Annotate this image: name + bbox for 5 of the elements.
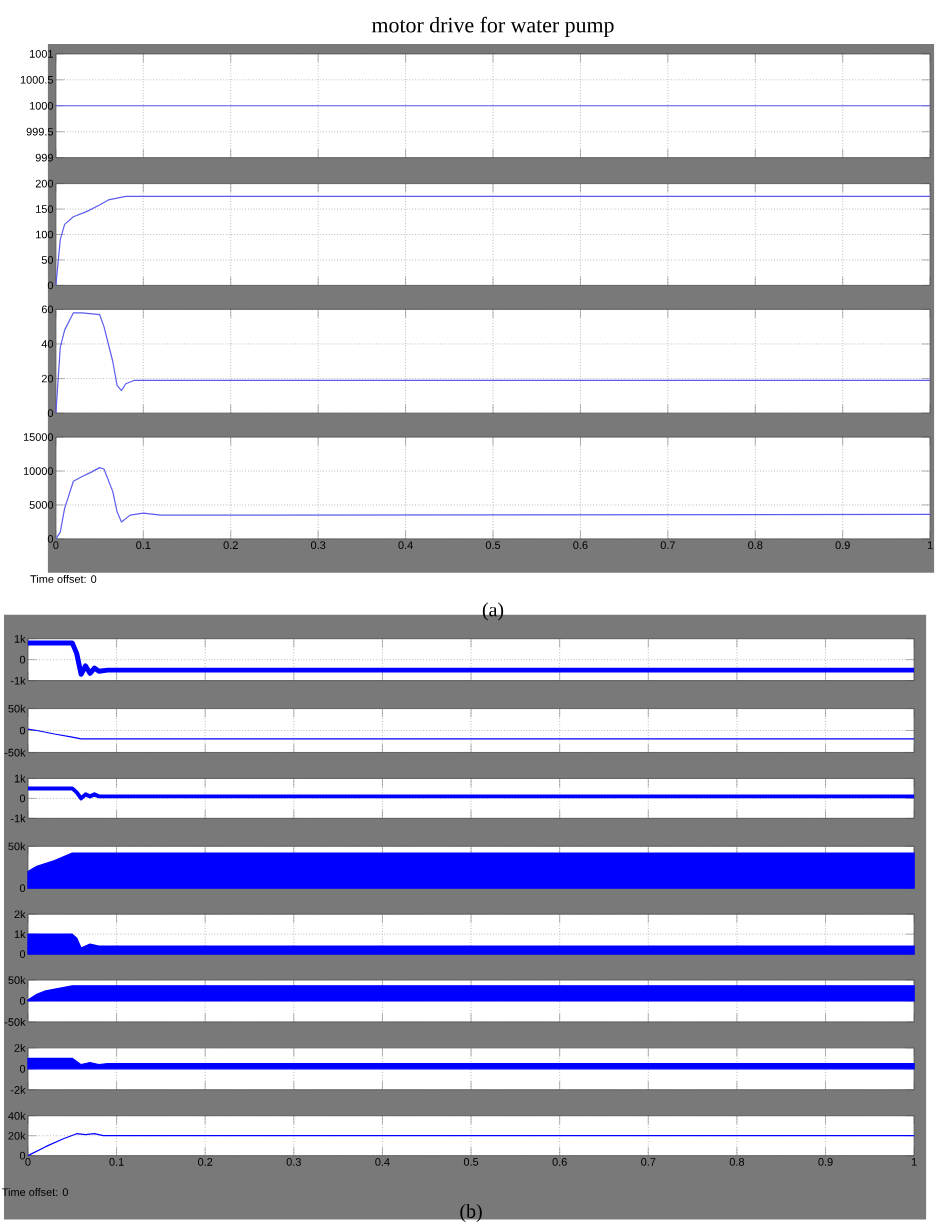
chart-title: motor drive for water pump — [371, 16, 614, 37]
line-series — [55, 467, 931, 540]
text: (a) — [482, 602, 504, 621]
text: (b) — [460, 1203, 482, 1222]
line-series — [27, 1133, 915, 1157]
